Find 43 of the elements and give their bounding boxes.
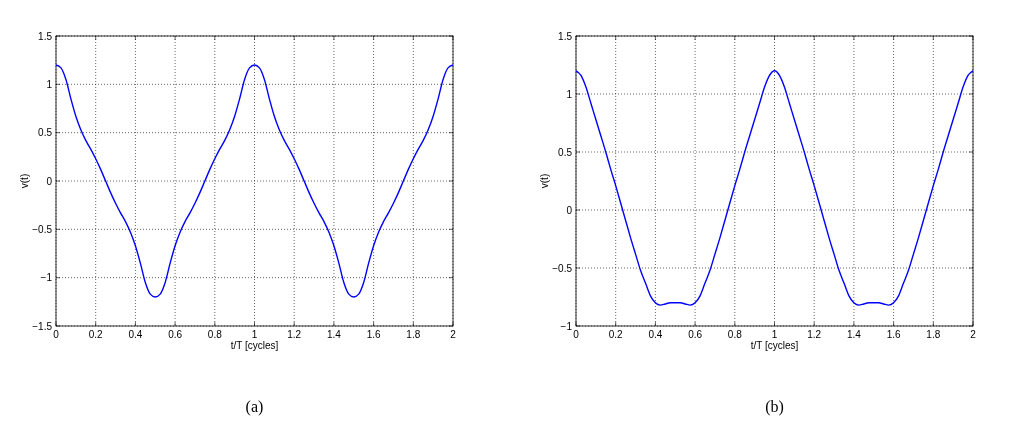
y-axis-title: v(t) xyxy=(19,173,30,189)
x-tick-label: 0 xyxy=(53,329,60,340)
x-tick-label: 2 xyxy=(970,329,977,340)
x-tick-label: 0.6 xyxy=(688,329,703,340)
line-series xyxy=(55,64,454,298)
x-tick-label: 0.4 xyxy=(128,329,143,340)
x-tick-label: 0.8 xyxy=(207,329,223,340)
x-tick-label: 1.2 xyxy=(287,329,302,340)
x-tick-label: 0.4 xyxy=(648,329,663,340)
x-tick-label: 1.4 xyxy=(846,329,862,340)
x-axis-title: t/T [cycles] xyxy=(750,340,799,351)
y-tick-label: 0.5 xyxy=(38,127,53,139)
y-tick-label: −1 xyxy=(560,320,573,332)
line-series xyxy=(575,70,974,306)
x-tick-label: 0.8 xyxy=(727,329,743,340)
text: (a) xyxy=(245,398,264,416)
y-tick-label: 0.5 xyxy=(558,146,573,158)
x-tick-label: 1.6 xyxy=(366,329,381,340)
y-tick-label: −0.5 xyxy=(552,262,573,274)
x-tick-label: 0 xyxy=(573,329,580,340)
y-tick-label: 1.5 xyxy=(38,30,53,42)
x-axis-title: t/T [cycles] xyxy=(230,340,279,351)
x-tick-label: 0.6 xyxy=(168,329,183,340)
y-tick-label: 1 xyxy=(46,78,53,90)
x-tick-label: 1.2 xyxy=(807,329,822,340)
x-tick-label: 1.4 xyxy=(326,329,342,340)
y-tick-label: 1 xyxy=(566,88,573,100)
text: (b) xyxy=(765,398,784,416)
x-tick-label: 1.6 xyxy=(886,329,901,340)
y-tick-label: −0.5 xyxy=(32,223,53,235)
x-tick-label: 1 xyxy=(771,329,778,340)
y-tick-label: −1.5 xyxy=(32,320,53,332)
x-tick-label: 1.8 xyxy=(406,329,421,340)
y-axis-title: v(t) xyxy=(539,173,550,189)
x-tick-label: 1 xyxy=(251,329,258,340)
x-tick-label: 2 xyxy=(450,329,457,340)
x-tick-label: 0.2 xyxy=(608,329,624,340)
y-tick-label: 0 xyxy=(566,204,573,216)
y-tick-label: −1 xyxy=(40,272,53,284)
x-tick-label: 0.2 xyxy=(88,329,104,340)
x-tick-label: 1.8 xyxy=(926,329,941,340)
y-tick-label: 1.5 xyxy=(558,30,573,42)
y-tick-label: 0 xyxy=(46,175,53,187)
